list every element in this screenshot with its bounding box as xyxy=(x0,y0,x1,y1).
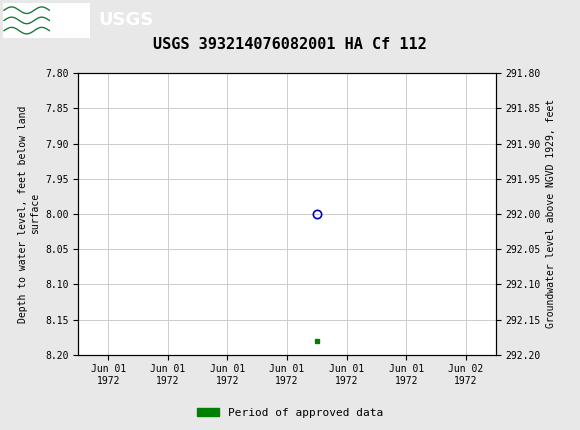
Text: USGS 393214076082001 HA Cf 112: USGS 393214076082001 HA Cf 112 xyxy=(153,37,427,52)
Y-axis label: Groundwater level above NGVD 1929, feet: Groundwater level above NGVD 1929, feet xyxy=(546,99,556,329)
Y-axis label: Depth to water level, feet below land
surface: Depth to water level, feet below land su… xyxy=(18,105,39,322)
Text: USGS: USGS xyxy=(99,12,154,29)
Legend: Period of approved data: Period of approved data xyxy=(193,403,387,422)
FancyBboxPatch shape xyxy=(3,3,90,37)
